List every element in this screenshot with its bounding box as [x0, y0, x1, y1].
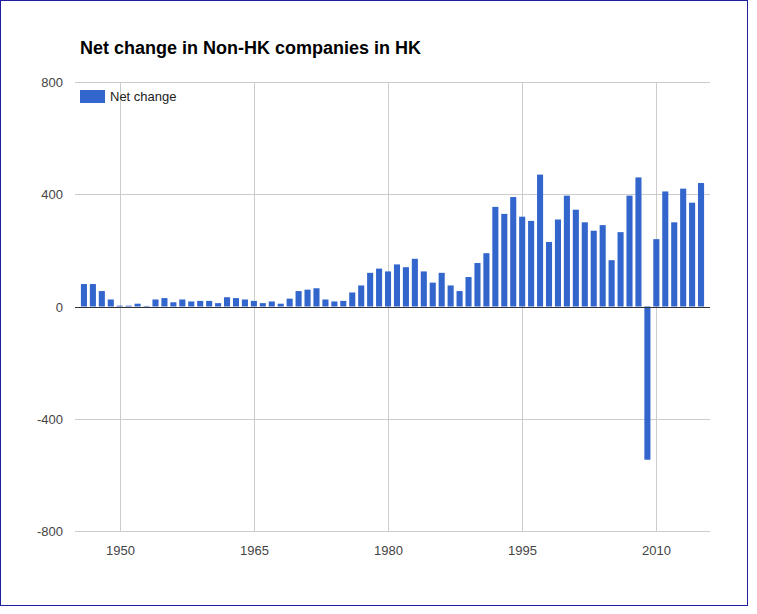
y-tick-label: -400	[37, 412, 63, 427]
bar	[412, 259, 418, 307]
bar	[224, 297, 230, 306]
bar	[376, 269, 382, 307]
bar	[287, 299, 293, 307]
bar	[609, 260, 615, 306]
bar	[144, 305, 150, 307]
legend-swatch	[80, 90, 105, 103]
bar	[618, 232, 624, 306]
bar	[689, 203, 695, 307]
background	[0, 0, 757, 614]
bar	[251, 301, 257, 307]
bar	[233, 298, 239, 306]
bar	[573, 210, 579, 307]
bar	[474, 263, 480, 306]
y-grid-line	[75, 307, 710, 308]
bar	[135, 304, 141, 307]
bar	[653, 239, 659, 306]
bar	[340, 301, 346, 307]
legend: Net change	[80, 89, 177, 104]
chart: Net change in Non-HK companies in HK -800…	[0, 0, 757, 614]
bar	[582, 222, 588, 306]
bar	[260, 303, 266, 306]
x-tick-label: 1980	[374, 543, 403, 558]
y-grid-line	[75, 82, 710, 83]
bar	[537, 175, 543, 307]
bar	[671, 222, 677, 306]
bar	[465, 277, 471, 306]
bar	[483, 253, 489, 306]
bar	[349, 292, 355, 306]
bar	[394, 264, 400, 306]
bar	[439, 273, 445, 307]
x-axis-line	[75, 531, 710, 532]
bar	[206, 301, 212, 307]
outer-border	[1, 1, 748, 606]
bar	[546, 242, 552, 307]
bar	[161, 298, 167, 306]
bar	[179, 299, 185, 306]
bar	[367, 273, 373, 307]
y-grid-line	[75, 531, 710, 532]
bar	[421, 271, 427, 306]
bars	[81, 175, 704, 460]
bar	[331, 301, 337, 306]
bar	[528, 221, 534, 307]
bar	[555, 220, 561, 307]
bar	[385, 271, 391, 306]
bar	[188, 301, 194, 306]
bar	[698, 183, 704, 306]
x-tick-label: 1950	[106, 543, 135, 558]
legend-label: Net change	[110, 89, 177, 104]
bar	[269, 301, 275, 306]
bar	[90, 284, 96, 306]
bar	[510, 197, 516, 306]
bar	[126, 305, 132, 307]
y-tick-label: 0	[56, 300, 63, 315]
bar	[501, 214, 507, 307]
title: Net change in Non-HK companies in HK	[80, 38, 421, 58]
x-tick-label: 1995	[508, 543, 537, 558]
y-tick-label: 800	[41, 75, 63, 90]
y-grid-line	[75, 194, 710, 195]
y-tick-label: 400	[41, 187, 63, 202]
bar	[304, 290, 310, 307]
x-tick-label: 1965	[240, 543, 269, 558]
bar	[242, 299, 248, 306]
y-tick-label: -800	[37, 524, 63, 539]
bar	[680, 189, 686, 307]
bar	[626, 196, 632, 307]
bar	[492, 207, 498, 307]
bar	[322, 299, 328, 306]
bar	[600, 225, 606, 306]
bar	[519, 217, 525, 307]
bar	[662, 191, 668, 306]
bar	[117, 305, 123, 307]
bar	[278, 304, 284, 307]
bar	[152, 299, 158, 306]
bar	[215, 303, 221, 306]
bar	[591, 231, 597, 307]
bar	[564, 196, 570, 307]
bar	[448, 285, 454, 306]
bar	[108, 299, 114, 306]
bar	[313, 288, 319, 306]
bar	[99, 291, 105, 306]
bar	[644, 307, 650, 460]
bar	[457, 291, 463, 306]
x-tick-label: 2010	[642, 543, 671, 558]
bar	[430, 283, 436, 307]
bar	[296, 291, 302, 306]
bar	[358, 285, 364, 306]
bar	[170, 302, 176, 306]
baseline	[75, 307, 710, 308]
bar	[81, 284, 87, 306]
bar	[635, 177, 641, 306]
bar	[403, 267, 409, 306]
bar	[197, 301, 203, 307]
y-grid-line	[75, 419, 710, 420]
grid	[75, 82, 710, 532]
